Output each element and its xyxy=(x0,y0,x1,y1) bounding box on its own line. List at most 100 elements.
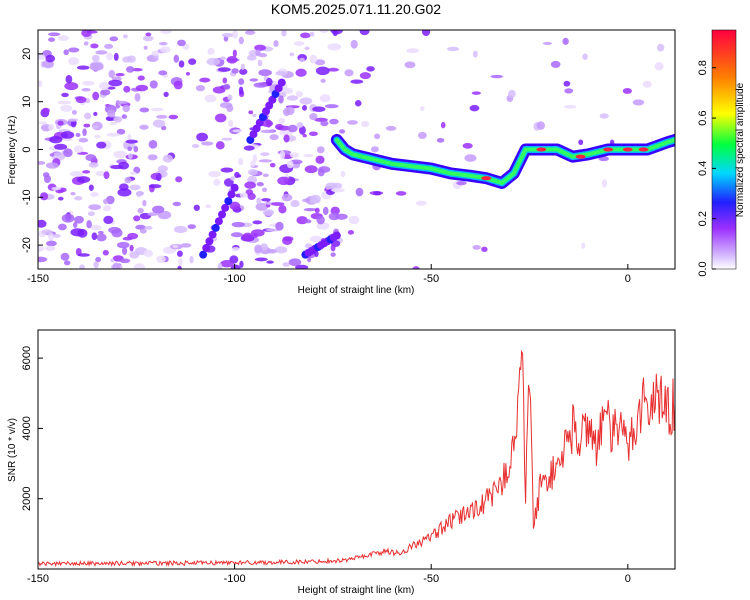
snr-y-tick-label: 2000 xyxy=(21,486,33,510)
noise-blob xyxy=(199,77,211,83)
noise-blob xyxy=(242,232,254,241)
noise-blob xyxy=(340,170,346,178)
noise-blob xyxy=(255,49,261,57)
spectrogram-x-tick-label: -50 xyxy=(423,273,439,285)
noise-blob xyxy=(269,162,276,168)
noise-blob xyxy=(48,123,55,131)
noise-blob xyxy=(304,165,318,174)
ridge-hotspot xyxy=(481,176,492,181)
noise-blob xyxy=(328,212,340,221)
noise-blob xyxy=(107,109,116,118)
spectrogram-ridge xyxy=(330,133,675,189)
noise-blob xyxy=(312,106,326,112)
noise-blob xyxy=(156,114,168,119)
noise-blob xyxy=(267,249,277,254)
noise-blob xyxy=(219,56,227,60)
noise-blob xyxy=(355,187,364,197)
noise-blob xyxy=(212,86,226,94)
noise-blob xyxy=(315,155,325,164)
noise-blob xyxy=(95,50,108,55)
noise-blob xyxy=(236,174,242,178)
noise-blob xyxy=(57,120,64,126)
noise-blob xyxy=(252,220,263,225)
noise-blob xyxy=(64,82,79,91)
noise-streak-blob xyxy=(205,237,214,246)
noise-blob xyxy=(63,148,73,158)
noise-blob xyxy=(152,205,165,214)
noise-blob xyxy=(159,46,171,54)
noise-blob xyxy=(288,258,302,267)
noise-blob xyxy=(149,80,158,89)
noise-blob xyxy=(252,113,257,118)
noise-blob xyxy=(63,49,69,56)
noise-blob xyxy=(91,232,98,241)
noise-blob xyxy=(73,221,78,229)
noise-blob xyxy=(147,212,159,216)
snr-series-line xyxy=(38,349,675,568)
noise-blob xyxy=(370,146,379,153)
noise-streak-blob xyxy=(227,190,236,199)
noise-blob xyxy=(156,255,166,263)
noise-blob xyxy=(217,262,223,269)
noise-blob xyxy=(344,69,354,77)
noise-blob xyxy=(308,131,318,137)
noise-blob xyxy=(265,119,272,128)
noise-blob xyxy=(106,52,113,61)
noise-blob xyxy=(490,74,504,79)
noise-blob xyxy=(239,192,248,198)
noise-blob xyxy=(60,131,75,139)
noise-blob xyxy=(421,30,431,37)
spectrogram-y-tick-label: 10 xyxy=(21,96,33,108)
noise-blob xyxy=(599,113,609,119)
noise-blob xyxy=(76,176,91,184)
noise-blob xyxy=(143,249,154,258)
noise-blob xyxy=(257,59,263,67)
noise-blob xyxy=(231,221,245,228)
noise-streak-blob xyxy=(208,230,217,239)
noise-blob xyxy=(347,230,354,235)
noise-blob xyxy=(230,264,241,269)
chart-title: KOM5.2025.071.11.20.G02 xyxy=(271,1,441,17)
noise-blob xyxy=(88,204,102,211)
noise-blob xyxy=(295,90,304,98)
noise-streak-blob xyxy=(202,243,211,252)
noise-blob xyxy=(173,54,180,63)
noise-blob xyxy=(254,44,266,51)
noise-blob xyxy=(231,246,240,252)
noise-blob xyxy=(258,69,272,77)
noise-blob xyxy=(131,68,143,72)
noise-blob xyxy=(285,106,295,115)
noise-blob xyxy=(92,91,100,101)
noise-blob xyxy=(65,74,73,84)
colorbar-tick-label: 0.4 xyxy=(697,161,709,176)
noise-blob xyxy=(256,182,264,187)
noise-blob xyxy=(656,43,665,52)
noise-blob xyxy=(320,120,329,127)
noise-blob xyxy=(361,120,370,128)
noise-blob xyxy=(133,263,145,269)
ridge-hotspot xyxy=(536,147,547,152)
noise-blob xyxy=(125,66,135,73)
snr-frame xyxy=(37,329,676,570)
noise-blob xyxy=(133,215,141,222)
noise-blob xyxy=(253,82,268,88)
noise-blob xyxy=(316,146,325,154)
noise-blob xyxy=(201,141,214,146)
noise-blob xyxy=(122,104,131,113)
noise-blob xyxy=(290,199,300,208)
noise-blob xyxy=(122,34,128,39)
spectrogram-y-tick-label: 0 xyxy=(21,146,33,152)
noise-blob xyxy=(69,171,84,177)
noise-blob xyxy=(136,191,142,198)
noise-blob xyxy=(601,179,608,188)
noise-blob xyxy=(238,86,244,95)
noise-blob xyxy=(350,79,364,84)
noise-blob xyxy=(563,80,571,87)
noise-blob xyxy=(40,192,49,201)
ridge-hotspot xyxy=(622,147,633,152)
noise-blob xyxy=(151,50,160,56)
noise-blob xyxy=(347,120,358,125)
noise-blob xyxy=(74,195,83,201)
noise-blob xyxy=(205,204,212,209)
noise-blob xyxy=(177,265,182,269)
